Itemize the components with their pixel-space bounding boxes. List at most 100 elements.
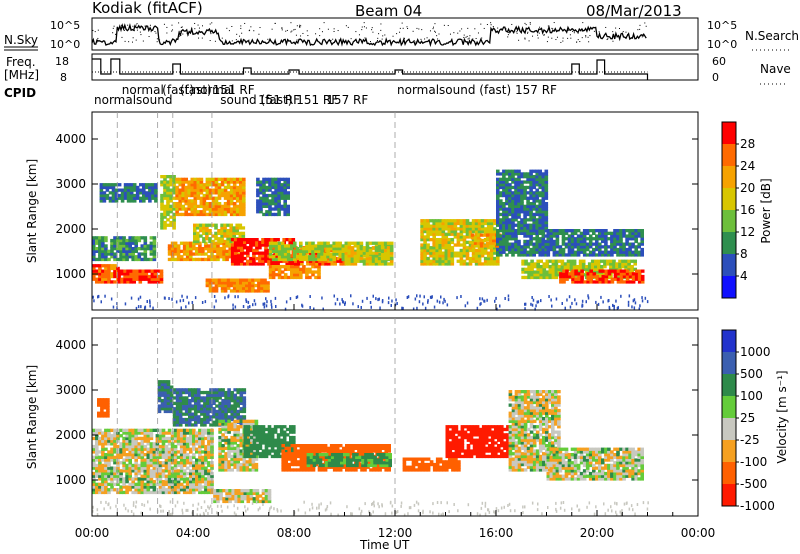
data-cell: [181, 412, 186, 416]
data-cell: [138, 269, 143, 273]
data-cell: [152, 471, 157, 476]
data-cell: [129, 193, 134, 198]
scatter-point: [104, 294, 106, 298]
noise-search-point: [96, 41, 98, 43]
data-cell: [624, 262, 628, 266]
data-cell: [544, 218, 549, 222]
noise-search-point: [319, 28, 321, 30]
data-cell: [95, 444, 99, 449]
data-cell: [523, 175, 527, 179]
data-cell: [99, 191, 104, 195]
data-cell: [113, 266, 117, 271]
data-cell: [222, 252, 226, 256]
data-cell: [441, 224, 446, 228]
data-cell: [214, 226, 218, 230]
data-cell: [362, 257, 367, 262]
data-cell: [95, 488, 99, 492]
data-cell: [92, 255, 96, 259]
data-cell: [155, 434, 160, 438]
data-cell: [122, 466, 126, 470]
data-cell: [239, 183, 243, 187]
data-cell: [178, 404, 183, 408]
data-cell: [283, 204, 287, 208]
data-cell: [432, 224, 436, 228]
data-cell: [152, 447, 157, 451]
data-cell: [256, 183, 260, 187]
data-cell: [141, 269, 146, 273]
data-cell: [441, 238, 446, 242]
data-cell: [486, 262, 491, 266]
data-cell: [122, 490, 126, 495]
data-cell: [163, 388, 168, 392]
data-cell: [296, 270, 300, 274]
scatter-point: [149, 299, 151, 303]
data-cell: [616, 231, 620, 235]
data-cell: [198, 257, 202, 262]
data-cell: [95, 439, 99, 443]
data-cell: [152, 463, 157, 468]
noise-search-point: [226, 27, 228, 29]
data-cell: [539, 267, 543, 271]
data-cell: [211, 210, 216, 214]
data-cell: [612, 265, 616, 269]
data-cell: [242, 210, 246, 214]
data-cell: [179, 477, 184, 481]
data-cell: [551, 267, 556, 271]
data-cell: [196, 193, 201, 198]
noise-search-point: [486, 24, 488, 26]
data-cell: [616, 250, 620, 254]
data-cell: [184, 180, 188, 184]
data-cell: [634, 247, 638, 252]
data-cell: [462, 227, 467, 231]
data-cell: [167, 450, 172, 454]
data-cell: [117, 274, 121, 279]
data-cell: [167, 252, 172, 256]
data-cell: [496, 183, 500, 187]
data-cell: [249, 256, 253, 261]
data-cell: [450, 238, 455, 242]
data-cell: [182, 436, 187, 441]
data-cell: [286, 191, 290, 195]
data-cell: [362, 259, 367, 263]
data-cell: [420, 256, 424, 261]
data-cell: [169, 204, 173, 208]
scatter-point: [460, 295, 462, 298]
data-cell: [450, 224, 455, 228]
data-cell: [178, 193, 182, 198]
data-cell: [116, 436, 120, 441]
data-cell: [520, 196, 524, 200]
data-cell: [277, 275, 282, 280]
data-cell: [107, 466, 111, 470]
data-cell: [125, 455, 129, 459]
data-cell: [95, 474, 99, 478]
data-cell: [152, 257, 157, 262]
data-cell: [634, 234, 638, 238]
data-cell: [134, 236, 138, 240]
data-cell: [170, 485, 175, 489]
data-cell: [104, 463, 108, 468]
data-cell: [101, 485, 105, 489]
data-cell: [207, 482, 211, 486]
data-cell: [198, 477, 202, 481]
data-cell: [286, 255, 291, 259]
data-cell: [185, 439, 190, 443]
data-cell: [277, 188, 281, 192]
data-cell: [280, 185, 284, 190]
data-cell: [569, 262, 574, 266]
data-cell: [290, 244, 294, 248]
data-cell: [536, 267, 540, 271]
data-cell: [235, 226, 239, 230]
data-cell: [241, 226, 246, 230]
data-cell: [616, 229, 620, 233]
data-cell: [185, 485, 190, 489]
data-cell: [232, 210, 237, 214]
noise-search-point: [576, 41, 578, 43]
data-cell: [182, 249, 187, 253]
data-cell: [232, 281, 237, 285]
noise-search-point: [524, 37, 526, 39]
data-cell: [144, 274, 149, 279]
data-cell: [474, 248, 479, 253]
data-cell: [190, 188, 195, 192]
data-cell: [277, 255, 282, 259]
noise-search-point: [330, 39, 332, 41]
